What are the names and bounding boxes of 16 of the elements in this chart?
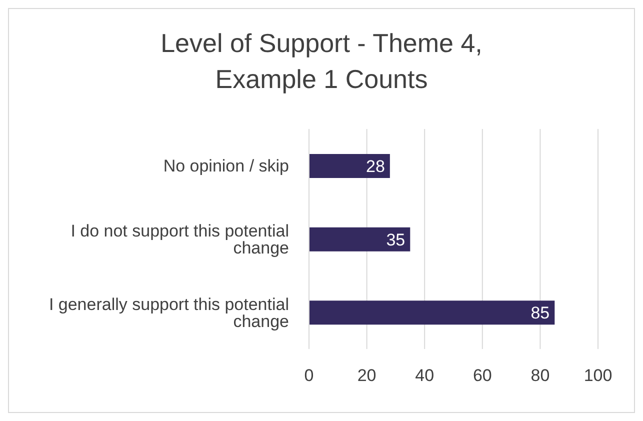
x-tick-label: 40 [415, 366, 434, 386]
y-tick-label: No opinion / skip [163, 156, 289, 176]
x-tick-label: 100 [584, 366, 612, 386]
x-tick-label: 0 [304, 366, 314, 386]
bar [309, 154, 390, 178]
data-label: 35 [386, 230, 406, 250]
chart-title: Level of Support - Theme 4, Example 1 Counts [160, 27, 484, 96]
data-label: 85 [530, 304, 550, 323]
x-tick-label: 20 [357, 366, 376, 386]
data-label: 28 [366, 157, 385, 176]
x-tick-label: 60 [472, 366, 492, 386]
bar [309, 300, 555, 325]
bar [309, 227, 410, 252]
y-tick-label: I generally support this potential change [48, 294, 289, 331]
x-tick-label: 80 [530, 366, 550, 386]
y-tick-label: I do not support this potential change [70, 222, 289, 258]
